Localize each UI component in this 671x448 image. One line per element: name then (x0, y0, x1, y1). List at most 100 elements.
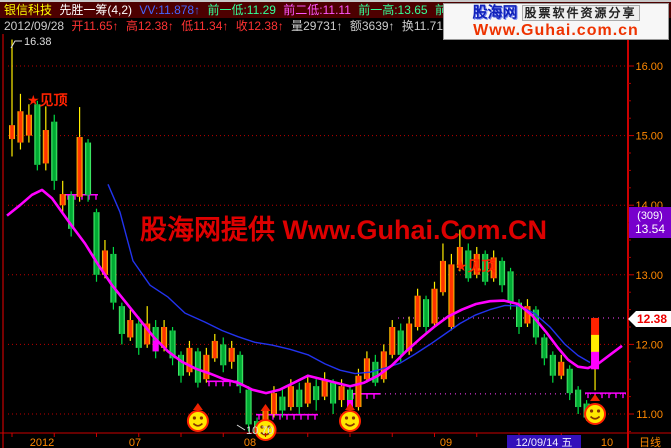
candle (34, 100, 41, 171)
candle (93, 208, 100, 282)
high-price-label: 16.38 (24, 36, 52, 48)
candle (456, 229, 463, 272)
period-label[interactable]: 日线 (639, 435, 661, 448)
y-tick-label: 12.00 (635, 339, 663, 351)
logo-row: 股海网 股票软件资源分享 (444, 4, 668, 22)
quote-turnover: 换11.71% (401, 19, 454, 33)
candle (118, 302, 125, 345)
smiley-icon (186, 410, 209, 432)
candle (211, 333, 218, 362)
buy-triangle-icon (260, 404, 271, 411)
candle (296, 382, 303, 414)
top-signal-label: ★见顶 (27, 92, 68, 108)
quote-close: 收12.38↑ (235, 19, 284, 33)
buy-triangle-icon (192, 403, 203, 410)
current-price-value: 12.38 (637, 312, 667, 326)
candle (110, 246, 117, 310)
candle (9, 39, 15, 157)
smiley-icon (339, 410, 361, 432)
low-price-label: 10.70 (246, 425, 274, 437)
candle (431, 281, 438, 327)
buy-triangle-icon (345, 403, 355, 410)
candle (101, 240, 108, 279)
candle (355, 368, 362, 411)
candle (532, 306, 539, 345)
candle (169, 327, 176, 366)
candle (482, 250, 489, 286)
candle (76, 107, 83, 202)
cursor-date-box[interactable] (507, 435, 581, 448)
y-tick-label: 13.00 (635, 270, 663, 282)
prev-low2: 前二低:11.11 (283, 3, 351, 17)
vv-value: VV:11.878↑ (139, 3, 201, 17)
guhai-logo: 股海网 股票软件资源分享 Www.Guhai.com.cn (443, 3, 669, 40)
y-tick-label: 15.00 (635, 131, 663, 143)
candle (42, 106, 49, 171)
quote-date: 2012/09/28 (4, 19, 65, 33)
y-tick-label: 11.00 (636, 409, 663, 421)
candle (17, 93, 24, 150)
candle (363, 351, 370, 383)
high-marker-line (10, 40, 22, 49)
prev-low1: 前一低:11.29 (207, 3, 276, 17)
candle (499, 257, 506, 293)
candle (549, 351, 556, 383)
candle (473, 246, 480, 279)
x-tick-label[interactable]: 2012 (30, 437, 54, 448)
x-tick-label[interactable]: 09 (440, 437, 452, 448)
candle (59, 180, 66, 213)
watermark: 股海网提供 Www.Guhai.Com.CN (140, 215, 547, 245)
candle (203, 347, 210, 383)
y-tick-label: 16.00 (635, 61, 663, 73)
candle (389, 320, 396, 359)
candle (448, 253, 455, 331)
candle (245, 386, 252, 432)
candle (591, 317, 600, 391)
quote-amount: 额3639↑ (349, 19, 395, 33)
candle (220, 337, 227, 373)
candle (321, 372, 328, 401)
quote-low: 低11.34↑ (181, 19, 229, 33)
low-marker-line (236, 424, 246, 431)
badge-value: 13.54 (635, 222, 665, 236)
candle (237, 351, 244, 394)
x-tick-label[interactable]: 07 (129, 437, 141, 448)
logo-site-name: 股海网 (472, 4, 518, 21)
logo-url: Www.Guhai.com.cn (473, 22, 639, 39)
candle (330, 379, 337, 414)
quote-high: 高12.38↑ (125, 19, 174, 33)
ma-fast-magenta (6, 188, 623, 395)
candle (127, 309, 134, 341)
quote-volume: 量29731↑ (291, 19, 343, 33)
candle (135, 316, 142, 355)
ma-slow-blue (107, 184, 591, 375)
logo-tagline: 股票软件资源分享 (521, 5, 640, 21)
candle (68, 191, 75, 237)
candle (178, 351, 184, 383)
candle (228, 340, 235, 369)
top-signal-label: ★见顶 (455, 258, 496, 274)
candle (558, 354, 565, 380)
candle (194, 347, 201, 388)
candle (566, 365, 573, 401)
candle (186, 340, 193, 376)
candle (380, 344, 387, 383)
x-tick-label[interactable]: 08 (244, 437, 256, 448)
candle (423, 295, 430, 334)
candle (465, 243, 472, 282)
candle (85, 139, 92, 202)
prev-high1: 前一高:13.65 (358, 3, 428, 17)
cursor-date-value: 12/09/14 五 (516, 437, 573, 448)
candle (575, 386, 582, 414)
indicator-badge (629, 207, 671, 238)
x-tick-label[interactable]: 10 (601, 437, 613, 448)
buy-triangle-icon (590, 394, 601, 401)
candle (414, 288, 421, 331)
candle (439, 243, 446, 296)
candle (490, 250, 497, 282)
chart-bg (0, 34, 671, 448)
stock-name: 银信科技 (4, 3, 53, 17)
candle (541, 333, 548, 366)
